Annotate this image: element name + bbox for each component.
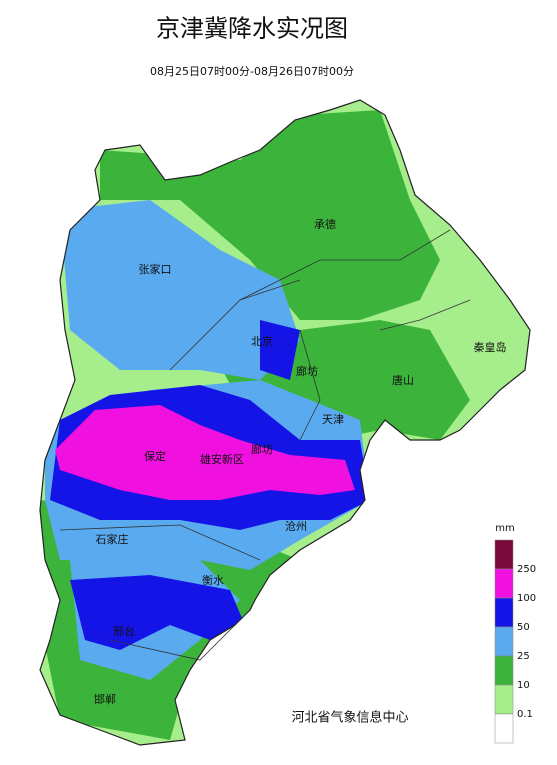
zone xyxy=(70,575,245,650)
subtitle: 08月25日07时00分-08月26日07时00分 xyxy=(150,65,354,78)
legend-swatch xyxy=(494,684,514,715)
legend-swatch xyxy=(494,626,514,657)
legend-swatch xyxy=(494,655,514,686)
city-label: 承德 xyxy=(314,217,336,231)
city-label: 唐山 xyxy=(392,373,414,387)
city-label: 廊坊 xyxy=(296,364,318,378)
legend-label: 10 xyxy=(517,680,530,691)
title: 京津冀降水实况图 xyxy=(156,15,348,43)
legend-swatch xyxy=(494,539,514,570)
city-label: 廊坊 xyxy=(251,442,273,456)
legend-label: 100 xyxy=(517,593,536,604)
legend: mm 250 100 50 25 10 0.1 xyxy=(494,523,536,744)
zone xyxy=(55,405,355,500)
zone xyxy=(60,200,300,380)
legend-swatch xyxy=(494,597,514,628)
legend-unit: mm xyxy=(495,523,514,534)
city-label: 保定 xyxy=(144,449,166,463)
district-border xyxy=(379,299,471,331)
city-label: 北京 xyxy=(251,334,273,348)
legend-label: 250 xyxy=(517,564,536,575)
city-label: 秦皇岛 xyxy=(474,340,507,354)
city-label: 沧州 xyxy=(285,519,307,533)
district-border xyxy=(59,524,261,561)
city-label: 天津 xyxy=(322,413,344,426)
legend-swatch xyxy=(494,713,514,744)
city-label: 石家庄 xyxy=(96,532,129,546)
footer: 河北省气象信息中心 xyxy=(291,710,408,726)
city-label: 邯郸 xyxy=(94,692,116,706)
legend-label: 50 xyxy=(517,622,530,633)
border xyxy=(39,99,531,746)
legend-swatch xyxy=(494,568,514,599)
district-border xyxy=(299,329,321,441)
zone xyxy=(260,320,300,380)
city-label: 张家口 xyxy=(139,262,172,276)
city-label: 邢台 xyxy=(113,624,135,638)
district-border xyxy=(239,229,451,301)
city-label: 衡水 xyxy=(202,574,224,587)
district-border xyxy=(109,609,251,661)
map xyxy=(39,99,531,746)
legend-label: 0.1 xyxy=(517,709,533,720)
city-label: 雄安新区 xyxy=(200,452,244,466)
precip-layer xyxy=(40,100,530,745)
legend-label: 25 xyxy=(517,651,530,662)
